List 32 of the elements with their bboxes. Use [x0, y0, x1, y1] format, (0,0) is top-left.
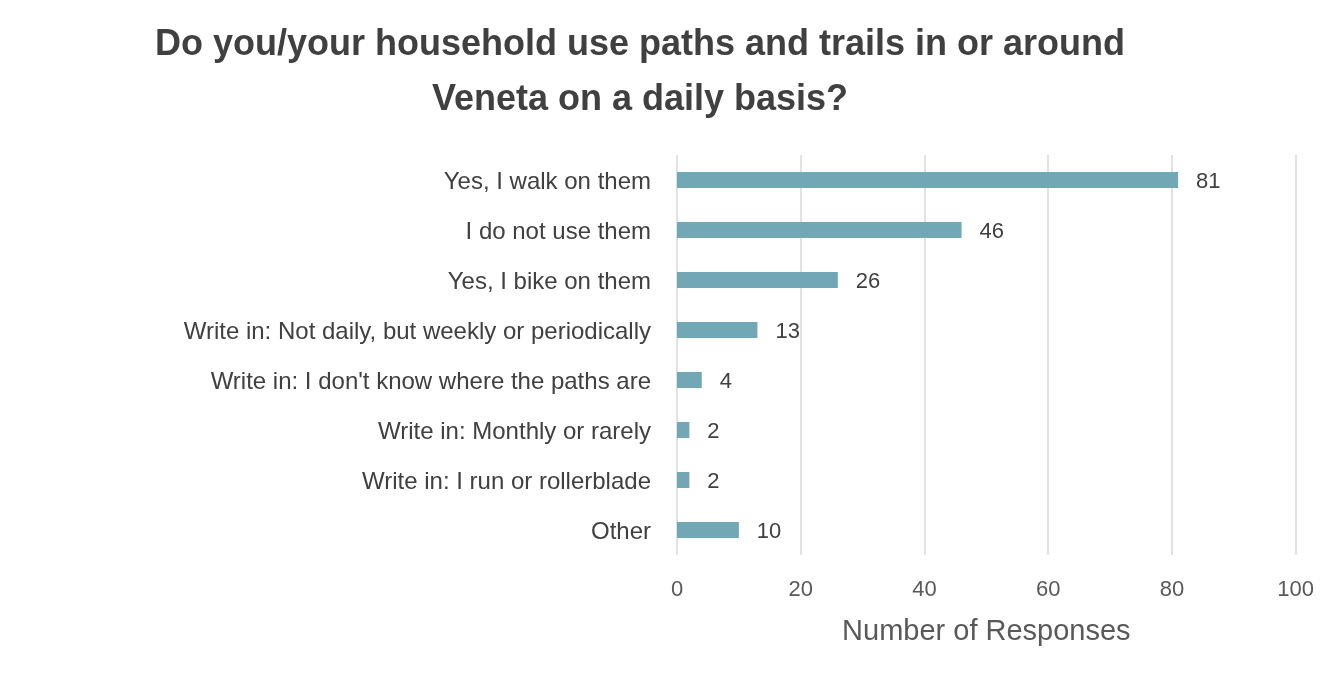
y-tick-label: Write in: Monthly or rarely: [378, 416, 651, 444]
x-tick-label: 20: [788, 575, 813, 601]
data-label: 13: [775, 317, 800, 343]
x-tick-label: 0: [670, 575, 684, 601]
bar: [677, 322, 758, 338]
x-tick-label: 100: [1277, 575, 1315, 601]
data-label: 10: [756, 517, 782, 543]
x-axis-title: Number of Responses: [842, 613, 1131, 646]
data-label: 81: [1196, 167, 1221, 193]
chart-title: Do you/your household use paths and trails in or around Veneta on a daily basis?: [154, 22, 1126, 118]
data-label: 2: [707, 467, 720, 493]
x-tick-label: 40: [912, 575, 937, 601]
x-tick-label: 80: [1159, 575, 1185, 601]
y-tick-label: Other: [590, 516, 651, 544]
y-tick-label: Write in: Not daily, but weekly or periodically: [183, 316, 651, 344]
data-label: 46: [979, 217, 1005, 243]
bar: [677, 172, 1179, 188]
y-tick-label: Write in: I don't know where the paths are: [210, 366, 651, 394]
y-tick-label: I do not use them: [465, 216, 651, 244]
bar: [677, 422, 690, 438]
y-tick-label: Yes, I bike on them: [447, 266, 651, 294]
y-tick-label: Write in: I run or rollerblade: [361, 466, 651, 494]
data-label: 26: [855, 267, 881, 293]
bar: [677, 372, 702, 388]
y-tick-label: Yes, I walk on them: [443, 166, 651, 194]
x-tick-label: 60: [1035, 575, 1061, 601]
bar: [677, 522, 739, 538]
bar: [677, 472, 690, 488]
data-label: 4: [719, 367, 732, 393]
bar: [677, 222, 962, 238]
data-label: 2: [707, 417, 720, 443]
bar: [677, 272, 838, 288]
